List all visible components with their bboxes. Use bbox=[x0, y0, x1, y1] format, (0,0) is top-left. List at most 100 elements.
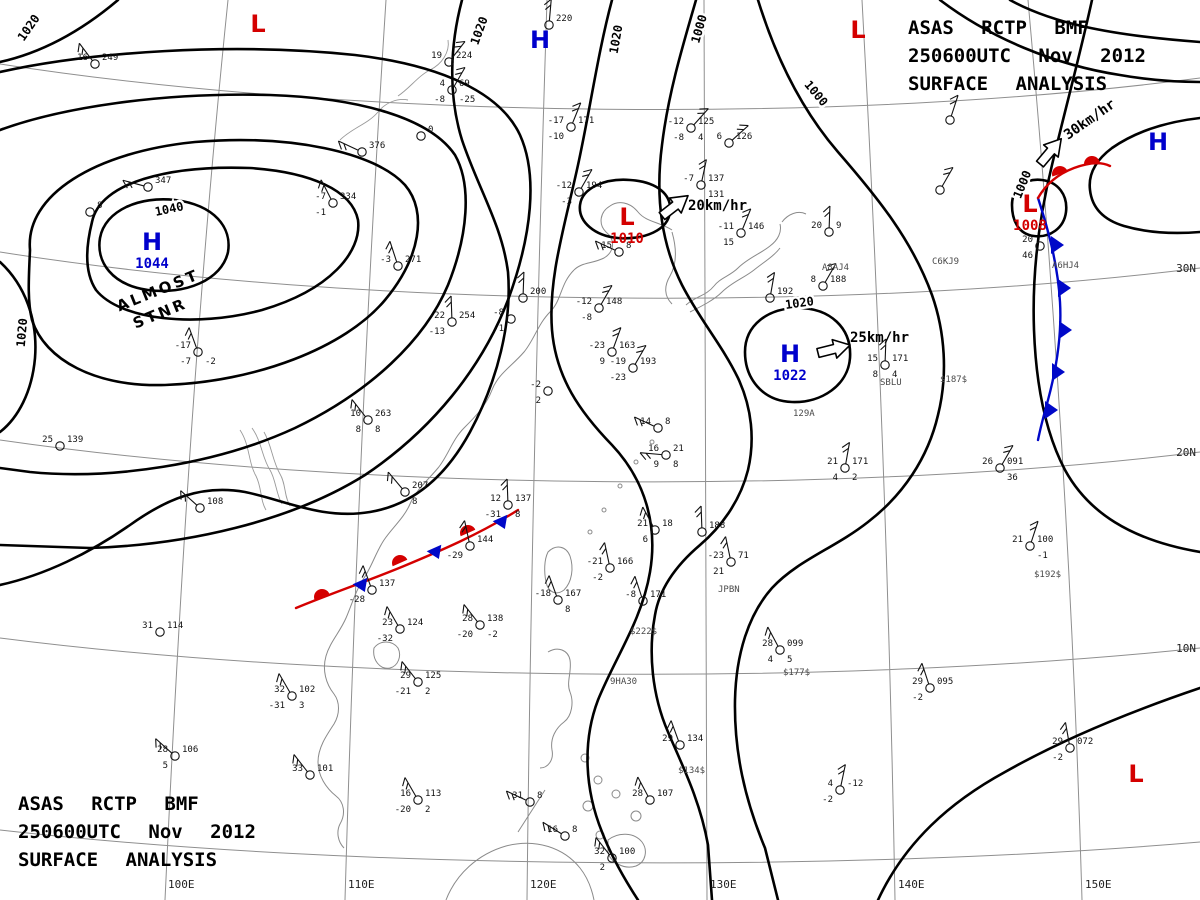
graticule-labels: 30N 20N 10N 100E 110E 120E 130E 140E 150E bbox=[168, 262, 1196, 891]
station-value-lower-right: -2 bbox=[487, 630, 498, 640]
station-circle-icon bbox=[614, 247, 624, 257]
wind-barb-feather bbox=[455, 72, 463, 75]
wind-barb-feather bbox=[128, 181, 133, 189]
station-circle-icon bbox=[444, 57, 454, 67]
longitude-label: 120E bbox=[530, 878, 557, 891]
station-value-upper-right: 095 bbox=[937, 677, 953, 687]
wind-barb-feather bbox=[880, 344, 887, 351]
station-value-upper-right: 171 bbox=[852, 457, 868, 467]
pressure-center-value: 1010 bbox=[610, 231, 644, 247]
wind-barb-feather bbox=[739, 124, 749, 127]
station-plot: -12 148 -8 bbox=[576, 284, 622, 323]
station-plot: 347 bbox=[122, 176, 171, 192]
wind-barb-feather bbox=[276, 673, 280, 683]
title-line-1: ASAS RCTP BMF bbox=[908, 17, 1089, 39]
wind-barb-feather bbox=[386, 472, 389, 482]
station-value-upper-right: 091 bbox=[1007, 457, 1023, 467]
title-line-3: SURFACE ANALYSIS bbox=[908, 73, 1108, 95]
wind-barb-feather bbox=[402, 777, 406, 787]
station-value-lower-right: -2 bbox=[205, 357, 216, 367]
wind-barb-feather bbox=[837, 764, 846, 770]
wind-barb-icon bbox=[386, 606, 399, 626]
wind-barb-icon bbox=[640, 452, 662, 456]
wind-barb-feather bbox=[920, 668, 925, 676]
station-plot: 188 bbox=[694, 505, 725, 537]
station-plot: 6 126 bbox=[717, 124, 752, 148]
station-value-lower-left: -8 bbox=[581, 313, 592, 323]
station-circle-icon bbox=[736, 228, 746, 238]
ship-id-label: 9HA30 bbox=[610, 677, 637, 687]
title-block-top-right: ASAS RCTP BMF 250600UTC Nov 2012 SURFACE… bbox=[908, 14, 1146, 98]
station-value-upper-right: 113 bbox=[425, 789, 441, 799]
wind-barb-icon bbox=[572, 102, 582, 124]
wind-barb-icon bbox=[387, 471, 403, 490]
station-plot: -17 -7 -2 bbox=[175, 327, 216, 367]
ship-id-label: $134$ bbox=[678, 766, 705, 776]
wind-barb-feather bbox=[917, 663, 923, 672]
wind-barb-icon bbox=[338, 140, 359, 151]
station-value-upper-right: 254 bbox=[459, 311, 475, 321]
wind-barb-feather bbox=[645, 452, 651, 459]
isobar-value-label: 1020 bbox=[468, 15, 491, 47]
station-plot: 29 134 bbox=[662, 720, 703, 750]
station-circle-icon bbox=[518, 293, 528, 303]
station-value-upper-left: -17 bbox=[548, 116, 564, 126]
wind-barb-icon bbox=[188, 327, 198, 349]
station-value-upper-left: -21 bbox=[587, 557, 603, 567]
station-value-lower-left: -8 bbox=[673, 133, 684, 143]
station-plot: -19 193 -23 bbox=[610, 344, 656, 383]
wind-barb-feather bbox=[612, 327, 622, 332]
station-circle-icon bbox=[661, 450, 671, 460]
station-value-lower-right: 8 bbox=[515, 510, 520, 520]
station-plot: 376 bbox=[337, 140, 385, 157]
wind-barb-feather bbox=[698, 164, 706, 170]
wind-barb-feather bbox=[842, 447, 849, 453]
wind-barb-feather bbox=[694, 505, 702, 513]
wind-barb-feather bbox=[343, 143, 347, 151]
station-plot: 16 8 bbox=[542, 821, 577, 841]
ship-id-label: $222$ bbox=[630, 627, 657, 637]
station-value-lower-right: 2 bbox=[425, 687, 430, 697]
station-value-lower-left: 8 bbox=[356, 425, 361, 435]
wind-barb-icon bbox=[634, 345, 647, 365]
wind-barb-feather bbox=[545, 4, 552, 10]
latitude-label: 10N bbox=[1176, 642, 1196, 655]
movement-arrow-icon bbox=[816, 338, 851, 359]
wind-barb-feather bbox=[384, 606, 388, 616]
title-line-2: 250600UTC Nov 2012 bbox=[908, 45, 1146, 67]
station-value-lower-right: 8 bbox=[565, 605, 570, 615]
wind-barb-icon bbox=[600, 285, 613, 305]
station-value-upper-left: -12 bbox=[556, 181, 572, 191]
wind-barb-icon bbox=[451, 41, 466, 60]
station-plot: 192 bbox=[765, 271, 793, 303]
station-plot: 4 -12 -2 bbox=[822, 764, 863, 805]
station-value-lower-left: 21 bbox=[713, 567, 724, 577]
station-value-upper-right: 8 bbox=[665, 417, 670, 427]
title-line-1: ASAS RCTP BMF bbox=[18, 793, 199, 815]
station-plot: 21 100 -1 bbox=[1012, 520, 1053, 561]
station-value-upper-left: 26 bbox=[982, 457, 993, 467]
station-circle-icon bbox=[645, 795, 655, 805]
station-plot: 28 106 5 bbox=[155, 738, 198, 771]
station-value-upper-left: 33 bbox=[292, 764, 303, 774]
station-value-upper-left: 8 bbox=[811, 275, 816, 285]
pressure-center-value: 1022 bbox=[773, 368, 807, 384]
station-value-upper-right: 8 bbox=[572, 825, 577, 835]
station-plot: 220 bbox=[543, 0, 572, 30]
wind-barb-feather bbox=[187, 332, 192, 340]
station-circle-icon bbox=[607, 347, 617, 357]
station-value-upper-left: 14 bbox=[640, 417, 651, 427]
station-value-upper-right: 207 bbox=[412, 481, 428, 491]
station-circle-icon bbox=[363, 415, 373, 425]
wind-barb-feather bbox=[1062, 727, 1067, 735]
station-value-upper-left: -3 bbox=[380, 255, 391, 265]
station-value-lower-right: -1 bbox=[1037, 551, 1048, 561]
station-plot: 10 263 8 8 bbox=[350, 399, 391, 435]
wind-barb-feather bbox=[572, 102, 581, 107]
wind-barb-icon bbox=[464, 520, 470, 543]
station-value-upper-left: 16 bbox=[400, 789, 411, 799]
wind-barb-icon bbox=[463, 604, 478, 623]
station-plot: 25 139 bbox=[42, 435, 83, 451]
